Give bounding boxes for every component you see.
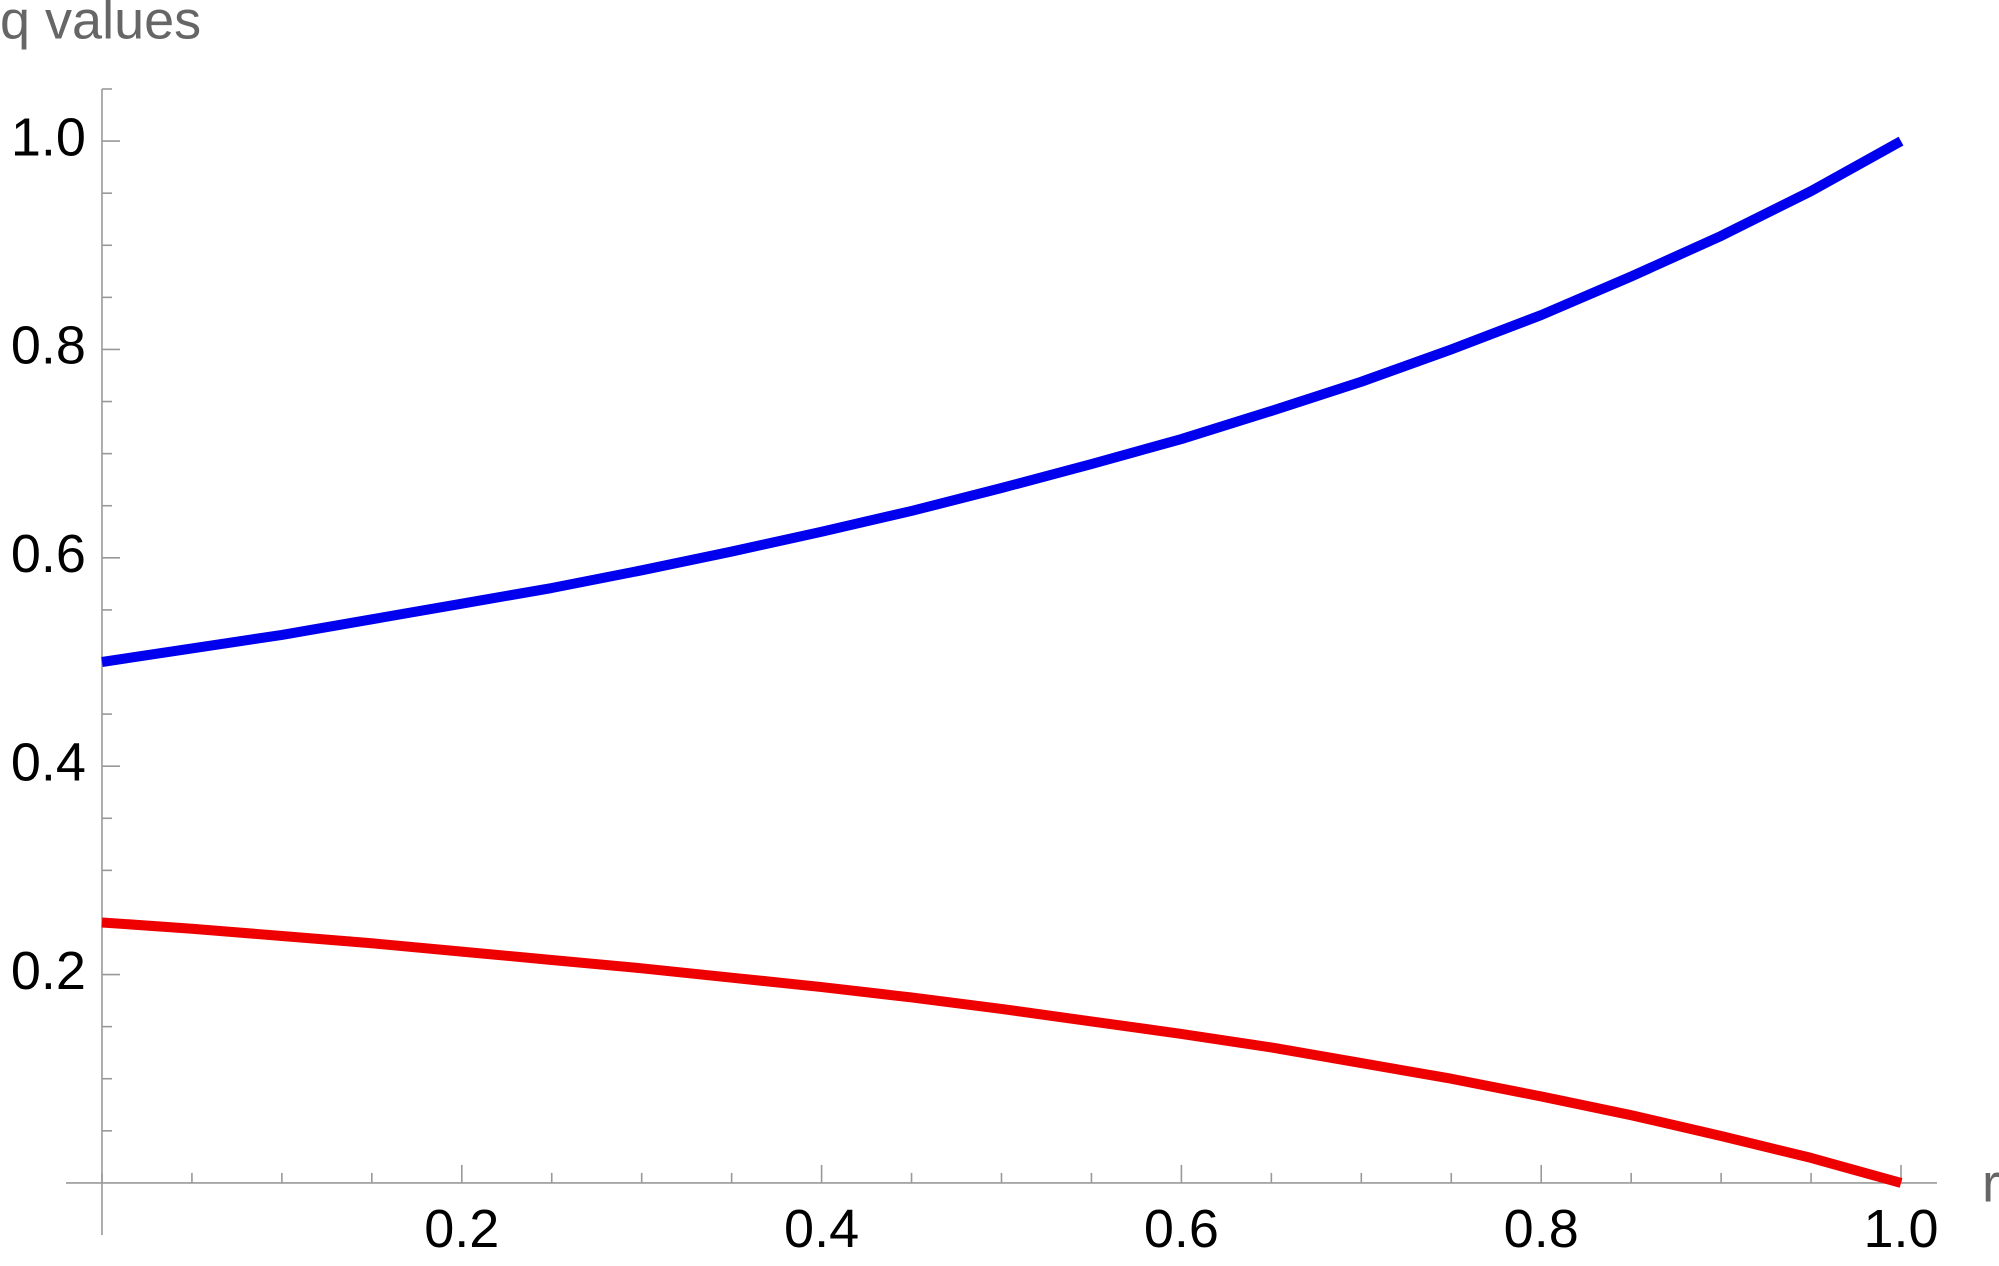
y-axis-label: q values bbox=[0, 0, 201, 50]
y-tick-label: 0.4 bbox=[11, 732, 86, 792]
x-tick-label: 1.0 bbox=[1863, 1199, 1938, 1259]
y-tick-label: 0.2 bbox=[11, 941, 86, 1001]
line-series bbox=[101, 917, 1903, 1188]
y-tick-label: 0.6 bbox=[11, 524, 86, 584]
x-tick-label: 0.4 bbox=[784, 1199, 859, 1259]
y-tick-label: 0.8 bbox=[11, 316, 86, 376]
x-tick-label: 0.8 bbox=[1504, 1199, 1579, 1259]
line-series bbox=[101, 136, 1904, 667]
x-tick-label: 0.6 bbox=[1144, 1199, 1219, 1259]
x-tick-label: 0.2 bbox=[424, 1199, 499, 1259]
y-tick-label: 1.0 bbox=[11, 107, 86, 167]
x-axis-label: r bbox=[1982, 1153, 1999, 1213]
